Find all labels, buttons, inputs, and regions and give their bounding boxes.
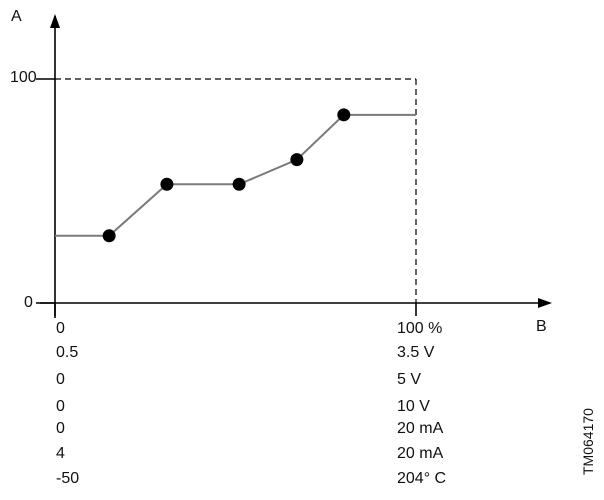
curve-point	[102, 229, 116, 243]
range-max: 20 mA	[397, 445, 444, 462]
range-max: 10 V	[397, 398, 430, 415]
curve-line	[55, 113, 416, 237]
y-axis-label: A	[11, 8, 22, 25]
curve-point	[160, 177, 174, 191]
y-tick-100: 100	[10, 69, 37, 86]
axes	[36, 14, 552, 318]
range-max: 20 mA	[397, 420, 444, 437]
curve-markers	[102, 108, 351, 243]
range-min: 0	[56, 320, 65, 337]
document-id: TM064170	[580, 408, 596, 475]
range-min: -50	[56, 470, 80, 487]
characteristic-curve	[55, 113, 416, 237]
range-max: 204° C	[397, 470, 447, 487]
curve-point	[290, 153, 304, 167]
x-axis-label: B	[536, 318, 547, 335]
range-max: 100 %	[397, 320, 443, 337]
range-max: 3.5 V	[397, 344, 435, 361]
range-min: 0	[56, 371, 65, 388]
range-max: 5 V	[397, 371, 422, 388]
range-min: 0.5	[56, 344, 79, 361]
range-min: 4	[56, 445, 65, 462]
y-tick-0: 0	[24, 294, 33, 311]
dashed-limit-lines	[55, 78, 417, 303]
range-min: 0	[56, 398, 65, 415]
range-min: 0	[56, 420, 65, 437]
curve-point	[337, 108, 351, 122]
curve-point	[232, 177, 246, 191]
